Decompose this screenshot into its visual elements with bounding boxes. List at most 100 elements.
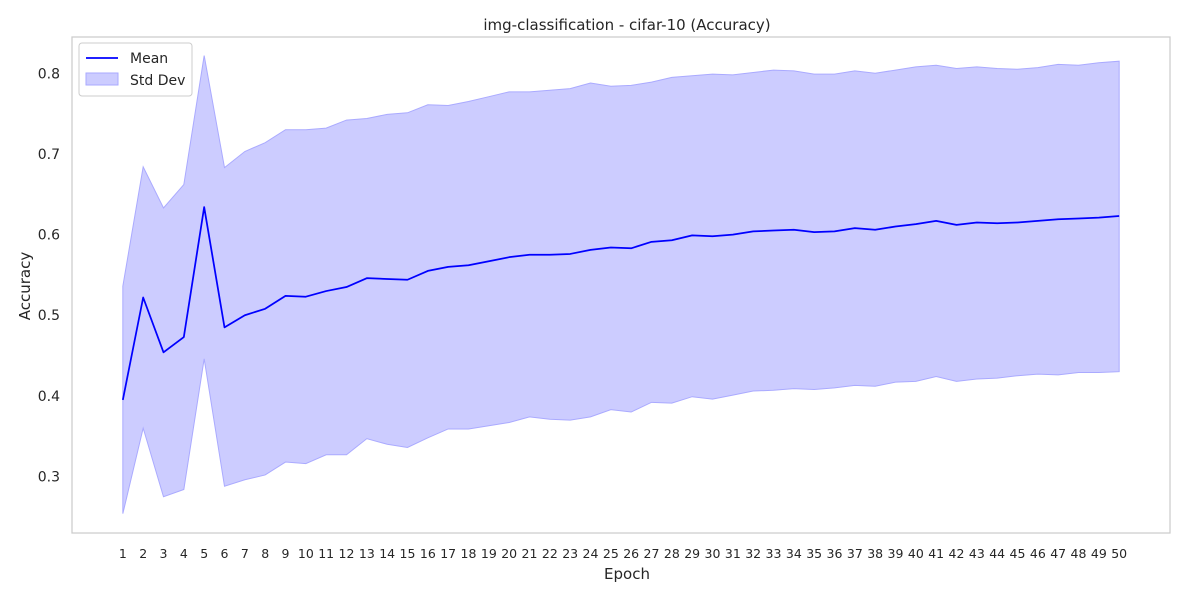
x-tick-label: 43	[969, 546, 985, 561]
mean-point	[773, 230, 775, 232]
mean-point	[732, 234, 734, 236]
x-tick-label: 25	[603, 546, 619, 561]
y-tick-label: 0.3	[38, 470, 60, 486]
mean-point	[386, 278, 388, 280]
mean-point	[488, 260, 490, 262]
x-tick-label: 11	[318, 546, 334, 561]
mean-point	[996, 222, 998, 224]
x-tick-label: 20	[501, 546, 517, 561]
mean-point	[407, 279, 409, 281]
mean-point	[163, 351, 165, 353]
mean-point	[752, 230, 754, 232]
mean-point	[935, 220, 937, 222]
mean-point	[305, 296, 307, 298]
x-tick-label: 26	[623, 546, 639, 561]
x-tick-label: 13	[359, 546, 375, 561]
x-tick-label: 5	[200, 546, 208, 561]
mean-point	[671, 239, 673, 241]
mean-point	[874, 229, 876, 231]
mean-point	[854, 227, 856, 229]
x-tick-label: 12	[339, 546, 355, 561]
x-tick-label: 38	[867, 546, 883, 561]
std-dev-band	[122, 55, 1120, 514]
x-tick-label: 17	[440, 546, 456, 561]
mean-point	[1057, 218, 1059, 220]
mean-point	[346, 286, 348, 288]
x-tick-label: 35	[806, 546, 822, 561]
x-tick-label: 7	[241, 546, 249, 561]
mean-point	[508, 256, 510, 258]
y-tick-label: 0.5	[38, 308, 60, 324]
mean-point	[895, 226, 897, 228]
mean-line-layer	[121, 206, 1120, 401]
x-tick-label: 4	[180, 546, 188, 561]
x-tick-label: 9	[282, 546, 290, 561]
x-tick-label: 45	[1010, 546, 1026, 561]
std-dev-band-layer	[122, 55, 1120, 514]
mean-point	[976, 222, 978, 224]
x-tick-label: 24	[583, 546, 599, 561]
mean-point	[427, 270, 429, 272]
mean-point	[630, 247, 632, 249]
mean-point	[610, 247, 612, 249]
mean-point	[122, 399, 124, 401]
x-tick-label: 42	[949, 546, 965, 561]
x-tick-label: 18	[461, 546, 477, 561]
mean-point	[813, 231, 815, 233]
x-tick-label: 47	[1050, 546, 1066, 561]
x-tick-label: 41	[928, 546, 944, 561]
mean-point	[549, 254, 551, 256]
x-tick-label: 10	[298, 546, 314, 561]
x-tick-label: 37	[847, 546, 863, 561]
x-tick-label: 49	[1091, 546, 1107, 561]
x-tick-label: 31	[725, 546, 741, 561]
x-tick-label: 33	[766, 546, 782, 561]
mean-point	[366, 277, 368, 279]
x-tick-label: 16	[420, 546, 436, 561]
mean-point	[244, 314, 246, 316]
x-tick-label: 15	[400, 546, 416, 561]
x-tick-label: 19	[481, 546, 497, 561]
y-tick-label: 0.7	[38, 147, 60, 163]
mean-point	[569, 253, 571, 255]
x-tick-labels: 1 2 3 4 5 6 7 8 9 10 11 12 13 14 15 16 17 18 19 20 21 22 23 24 2…	[119, 546, 1127, 561]
mean-point	[447, 266, 449, 268]
mean-point	[183, 336, 185, 338]
x-tick-label: 36	[827, 546, 843, 561]
mean-point	[142, 297, 144, 299]
x-tick-label: 44	[989, 546, 1005, 561]
legend-std-dev-swatch	[85, 72, 119, 86]
x-tick-label: 3	[160, 546, 168, 561]
x-tick-label: 40	[908, 546, 924, 561]
mean-point	[651, 241, 653, 243]
y-tick-label: 0.6	[38, 228, 60, 244]
mean-point	[529, 254, 531, 256]
x-tick-label: 29	[684, 546, 700, 561]
y-axis-label: Accuracy	[16, 252, 34, 321]
x-tick-label: 46	[1030, 546, 1046, 561]
mean-point	[468, 264, 470, 266]
mean-point	[915, 223, 917, 225]
y-tick-label: 0.4	[38, 389, 60, 405]
mean-point	[1118, 215, 1120, 217]
x-tick-label: 27	[644, 546, 660, 561]
x-tick-label: 30	[705, 546, 721, 561]
mean-point	[834, 230, 836, 232]
mean-point	[956, 224, 958, 226]
x-tick-label: 28	[664, 546, 680, 561]
mean-point	[1017, 222, 1019, 224]
mean-point	[1098, 217, 1100, 219]
mean-point	[590, 249, 592, 251]
x-tick-label: 2	[139, 546, 147, 561]
mean-line	[121, 206, 1120, 401]
y-tick-label: 0.8	[38, 66, 60, 82]
mean-point	[1037, 220, 1039, 222]
mean-point	[264, 308, 266, 310]
chart-title: img-classification - cifar-10 (Accuracy)	[483, 16, 770, 34]
y-tick-labels: 0.3 0.4 0.5 0.6 0.7 0.8	[38, 66, 60, 485]
x-axis-label: Epoch	[604, 565, 650, 583]
mean-point	[285, 295, 287, 297]
mean-point	[1078, 217, 1080, 219]
x-tick-label: 14	[379, 546, 395, 561]
